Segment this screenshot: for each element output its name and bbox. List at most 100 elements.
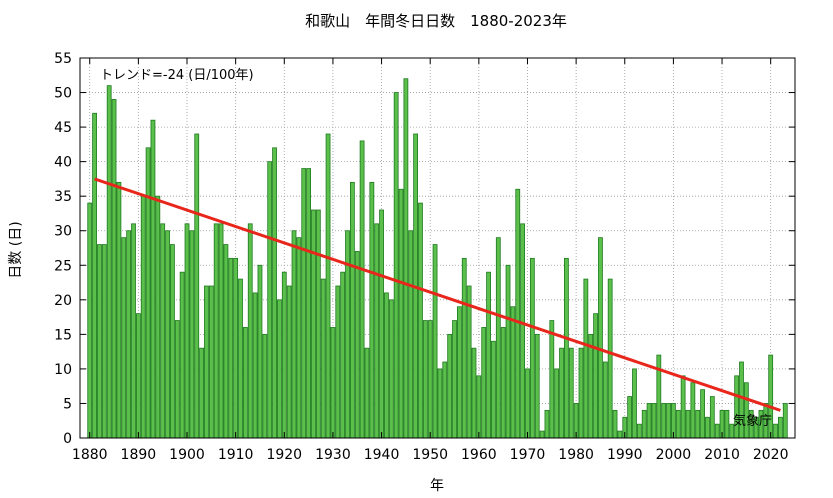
bar-2004: [690, 382, 696, 439]
bar-1957: [461, 257, 467, 439]
bar-1963: [491, 340, 496, 439]
bar-1907: [218, 223, 224, 439]
bar-1932: [340, 271, 346, 439]
bar-1895: [160, 223, 166, 439]
bar-1911: [238, 278, 243, 439]
y-tick-label: 5: [63, 396, 72, 412]
x-tick-label: 1890: [121, 447, 157, 463]
bar-1915: [257, 264, 263, 439]
bar-1933: [345, 230, 350, 439]
bar-1908: [223, 244, 229, 439]
x-tick-label: 1950: [412, 447, 448, 463]
bar-1991: [627, 396, 633, 439]
bar-1962: [486, 271, 491, 439]
bar-1887: [121, 237, 127, 439]
bar-1882: [97, 244, 102, 439]
bar-1938: [369, 181, 375, 439]
bar-1967: [510, 306, 516, 439]
bar-1936: [359, 140, 365, 439]
x-tick-label: 2020: [753, 447, 789, 463]
bar-2007: [705, 416, 710, 439]
bar-1929: [325, 133, 331, 439]
bar-1994: [641, 409, 647, 439]
bar-1890: [135, 313, 141, 439]
plot-frame: [79, 57, 796, 439]
bar-1955: [452, 320, 457, 439]
bar-1976: [554, 368, 560, 439]
bar-2008: [709, 396, 715, 439]
bar-1939: [374, 223, 380, 439]
bar-1958: [466, 285, 472, 439]
bar-1993: [636, 423, 642, 439]
bar-2011: [724, 409, 730, 439]
bar-1906: [213, 223, 219, 439]
bar-1884: [106, 85, 112, 439]
bar-1891: [140, 195, 146, 439]
bar-1975: [549, 320, 555, 439]
bar-1940: [379, 209, 384, 439]
bar-1922: [291, 230, 297, 439]
bar-1988: [612, 409, 618, 439]
bar-1910: [233, 257, 239, 439]
y-tick-label: 25: [54, 258, 72, 274]
bar-1995: [646, 403, 652, 439]
x-tick-label: 1990: [607, 447, 643, 463]
bar-1926: [311, 209, 316, 439]
x-tick-label: 1910: [218, 447, 254, 463]
bar-1897: [170, 244, 175, 439]
bar-2021: [773, 423, 778, 439]
x-tick-label: 1970: [510, 447, 546, 463]
bar-1899: [179, 271, 185, 439]
bar-1946: [408, 230, 414, 439]
y-tick-label: 10: [54, 362, 72, 378]
x-tick-label: 1980: [558, 447, 594, 463]
bar-1917: [267, 161, 273, 439]
bar-1894: [155, 195, 161, 439]
bar-1944: [398, 188, 404, 439]
bar-1901: [189, 230, 195, 439]
trend-line-group: [94, 177, 781, 412]
x-tick-label: 2000: [656, 447, 692, 463]
bar-1900: [184, 223, 190, 439]
bar-1921: [286, 285, 292, 439]
bar-1927: [315, 209, 321, 439]
bar-1898: [174, 320, 180, 439]
bar-1959: [471, 347, 477, 439]
bar-1941: [384, 292, 389, 439]
x-tick-label: 1940: [364, 447, 400, 463]
trend-line: [94, 177, 781, 412]
bar-1972: [534, 333, 540, 439]
trend-label: トレンド=-24 (日/100年): [100, 68, 254, 83]
y-tick-label: 55: [54, 51, 72, 67]
bar-1950: [427, 320, 433, 439]
bar-1982: [583, 278, 589, 439]
bar-1973: [539, 430, 545, 439]
bar-1923: [296, 237, 302, 439]
bar-2002: [680, 375, 686, 439]
bar-1912: [242, 327, 248, 439]
bar-2006: [700, 389, 705, 439]
bar-1905: [208, 285, 214, 439]
bar-1909: [228, 257, 234, 439]
bar-1937: [364, 347, 370, 439]
bar-1903: [199, 347, 204, 439]
bar-1978: [564, 257, 569, 439]
bar-1992: [632, 368, 637, 439]
y-tick-label: 30: [54, 224, 72, 240]
bar-1919: [277, 299, 282, 439]
x-axis-title: 年: [430, 478, 444, 494]
bar-1966: [505, 264, 511, 439]
bar-1881: [92, 112, 97, 439]
x-tick-label: 1960: [461, 447, 497, 463]
bar-2009: [714, 423, 720, 439]
bar-1961: [481, 327, 487, 439]
y-tick-label: 35: [54, 189, 72, 205]
bar-1889: [131, 223, 136, 439]
bar-1885: [111, 99, 117, 439]
bar-1916: [262, 333, 268, 439]
x-tick-label: 1900: [169, 447, 205, 463]
bar-2001: [675, 409, 681, 439]
bar-1896: [165, 230, 170, 439]
bar-1935: [354, 251, 360, 439]
